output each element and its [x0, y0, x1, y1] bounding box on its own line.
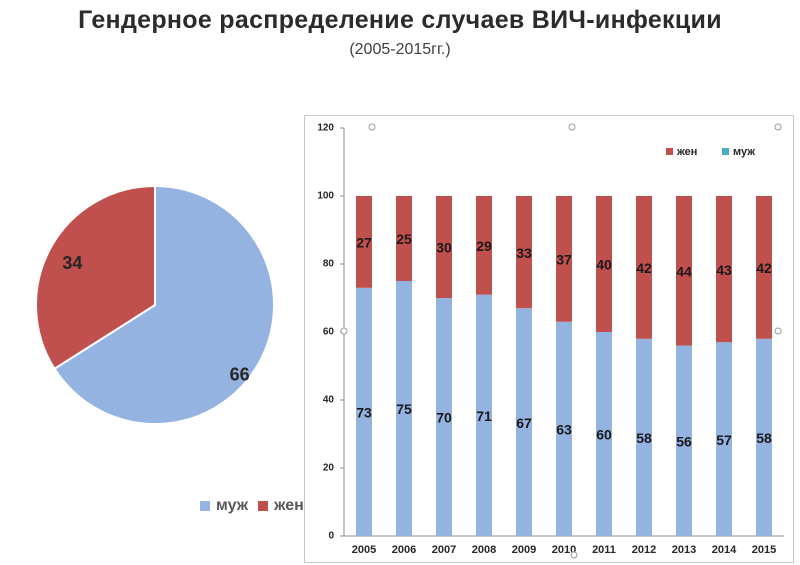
stacked-bar-chart: 0 20 40 60 80 100 120 73 27 2005 75 25 2006 70 30 2007 7… — [317, 123, 784, 559]
pie-chart: 66 34 — [35, 184, 275, 425]
x-tick-label: 2006 — [392, 544, 416, 556]
x-tick-label: 2013 — [672, 544, 696, 556]
bar-data-label-жен-2006: 25 — [396, 231, 412, 247]
bar-data-label-муж-2010: 63 — [556, 422, 572, 438]
bar-legend-male-swatch — [722, 148, 729, 155]
bar-segment-жен-2005 — [356, 196, 372, 288]
bar-data-label-муж-2013: 56 — [676, 434, 692, 450]
bar-legend-female-swatch — [666, 148, 673, 155]
y-tick-label: 40 — [323, 395, 335, 406]
bar-segment-муж-2007 — [436, 298, 452, 536]
bar-segment-жен-2015 — [756, 196, 772, 339]
bar-data-label-жен-2007: 30 — [436, 240, 452, 256]
bar-segment-жен-2011 — [596, 196, 612, 332]
pie-legend-item-female: жен — [258, 497, 304, 515]
selection-handle — [570, 551, 578, 559]
selection-handle — [368, 123, 376, 131]
bar-legend-female-label: жен — [676, 146, 697, 158]
pie-legend-swatch-male — [200, 501, 210, 511]
bar-data-label-муж-2007: 70 — [436, 410, 452, 426]
selection-handle — [774, 327, 782, 335]
pie-legend-label-male: муж — [216, 497, 249, 514]
y-tick-label: 100 — [317, 191, 334, 202]
bar-data-label-муж-2014: 57 — [716, 432, 732, 448]
bar-segment-муж-2011 — [596, 332, 612, 536]
bar-segment-муж-2006 — [396, 281, 412, 536]
bar-segment-муж-2013 — [676, 345, 692, 536]
selection-handle — [774, 123, 782, 131]
x-tick-label: 2012 — [632, 544, 656, 556]
chart-title: Гендерное распределение случаев ВИЧ-инфе… — [78, 6, 722, 34]
pie-legend-item-male: муж — [200, 497, 248, 515]
bar-data-label-муж-2006: 75 — [396, 401, 412, 417]
x-tick-label: 2010 — [552, 544, 576, 556]
bar-data-label-жен-2013: 44 — [676, 264, 692, 280]
bar-data-label-жен-2010: 37 — [556, 252, 572, 268]
bar-data-label-жен-2008: 29 — [476, 238, 492, 254]
bar-legend-male-label: муж — [733, 146, 755, 158]
x-tick-label: 2011 — [592, 544, 616, 556]
bar-segment-муж-2015 — [756, 338, 772, 536]
bar-segment-жен-2014 — [716, 196, 732, 343]
selection-handle — [340, 327, 348, 335]
x-tick-label: 2005 — [352, 544, 376, 556]
y-tick-label: 20 — [323, 463, 335, 474]
chart-subtitle: (2005-2015гг.) — [349, 41, 451, 58]
bar-segment-жен-2006 — [396, 196, 412, 281]
x-tick-label: 2015 — [752, 544, 776, 556]
bar-segment-жен-2010 — [556, 196, 572, 322]
pie-legend-label-female: жен — [274, 497, 304, 514]
y-tick-label: 0 — [328, 531, 334, 542]
bar-data-label-жен-2015: 42 — [756, 260, 772, 276]
pie-slice-муж — [53, 184, 275, 425]
pie-data-label-муж: 66 — [230, 364, 250, 384]
bar-data-label-жен-2011: 40 — [596, 257, 612, 273]
pie-data-label-жен: 34 — [62, 253, 82, 273]
y-tick-label: 80 — [323, 259, 335, 270]
bar-segment-жен-2009 — [516, 196, 532, 309]
bar-chart-frame — [304, 115, 794, 563]
bar-segment-муж-2009 — [516, 308, 532, 536]
bar-segment-жен-2008 — [476, 196, 492, 295]
pie-legend: муж жен — [200, 497, 314, 515]
bar-segment-жен-2013 — [676, 196, 692, 346]
bar-data-label-муж-2005: 73 — [356, 405, 372, 421]
bar-data-label-жен-2012: 42 — [636, 260, 652, 276]
pie-slice-жен — [35, 184, 156, 371]
x-tick-label: 2008 — [472, 544, 496, 556]
bar-data-label-муж-2012: 58 — [636, 430, 652, 446]
bar-segment-муж-2008 — [476, 294, 492, 536]
selection-handle — [568, 123, 576, 131]
bar-segment-муж-2010 — [556, 321, 572, 536]
bar-segment-муж-2012 — [636, 338, 652, 536]
bar-segment-муж-2005 — [356, 287, 372, 536]
bar-segment-муж-2014 — [716, 342, 732, 536]
x-tick-label: 2014 — [712, 544, 737, 556]
bar-data-label-муж-2011: 60 — [596, 427, 612, 443]
y-tick-label: 60 — [323, 327, 335, 338]
pie-legend-swatch-female — [258, 501, 269, 511]
y-tick-label: 120 — [317, 123, 334, 134]
bar-data-label-муж-2008: 71 — [476, 408, 492, 424]
bar-segment-жен-2012 — [636, 196, 652, 339]
x-tick-label: 2007 — [432, 544, 456, 556]
bar-data-label-муж-2009: 67 — [516, 415, 532, 431]
x-tick-label: 2009 — [512, 544, 536, 556]
bar-data-label-жен-2014: 43 — [716, 262, 732, 278]
bar-data-label-муж-2015: 58 — [756, 430, 772, 446]
bar-data-label-жен-2005: 27 — [356, 235, 372, 251]
bar-data-label-жен-2009: 33 — [516, 245, 532, 261]
bar-segment-жен-2007 — [436, 196, 452, 298]
